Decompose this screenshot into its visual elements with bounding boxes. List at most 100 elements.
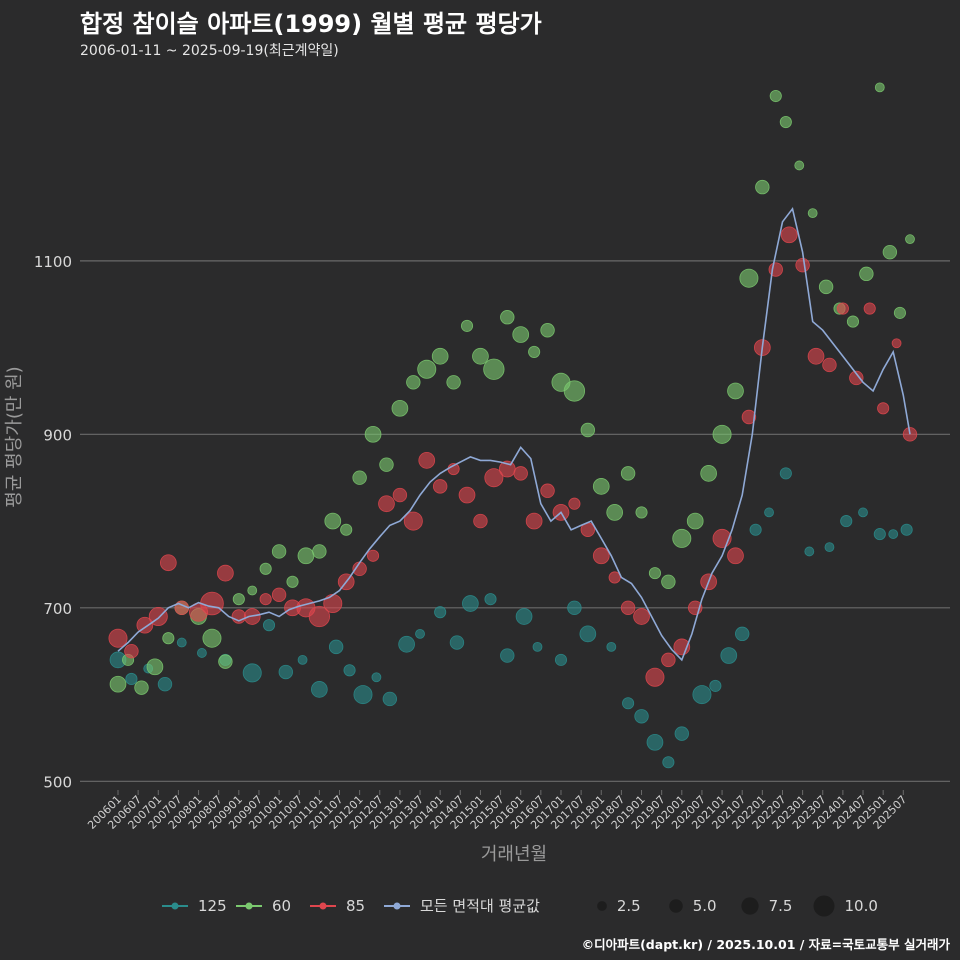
point-85-56 bbox=[863, 302, 876, 315]
point-125-37 bbox=[720, 647, 738, 664]
point-85-12 bbox=[271, 587, 287, 603]
legend-label-s125: 125 bbox=[198, 897, 227, 915]
point-125-33 bbox=[662, 756, 675, 769]
point-85-0 bbox=[108, 628, 128, 648]
point-85-51 bbox=[795, 257, 810, 273]
point-125-16 bbox=[382, 691, 398, 707]
chart-subtitle: 2006-01-11 ~ 2025-09-19(최근계약일) bbox=[80, 43, 339, 59]
point-85-52 bbox=[807, 347, 825, 365]
point-125-27 bbox=[567, 600, 582, 616]
point-85-39 bbox=[633, 608, 650, 625]
point-85-46 bbox=[727, 547, 744, 565]
point-85-30 bbox=[513, 466, 528, 481]
point-85-21 bbox=[392, 487, 408, 503]
point-125-28 bbox=[579, 625, 597, 643]
point-60-15 bbox=[312, 544, 327, 559]
legend-dot-s85 bbox=[319, 902, 327, 910]
point-85-40 bbox=[645, 667, 665, 687]
point-125-20 bbox=[449, 635, 465, 650]
point-60-41 bbox=[661, 574, 676, 590]
point-85-58 bbox=[891, 338, 902, 349]
point-125-23 bbox=[500, 648, 515, 663]
point-125-13 bbox=[343, 664, 356, 677]
point-60-14 bbox=[297, 547, 315, 565]
point-125-25 bbox=[532, 641, 543, 652]
point-125-1 bbox=[125, 672, 138, 686]
point-125-46 bbox=[873, 528, 886, 541]
point-60-23 bbox=[417, 359, 437, 379]
point-60-50 bbox=[779, 115, 792, 129]
point-125-12 bbox=[328, 639, 344, 655]
point-125-15 bbox=[371, 672, 382, 683]
point-60-51 bbox=[794, 160, 805, 171]
point-125-36 bbox=[709, 679, 722, 692]
point-85-37 bbox=[608, 571, 621, 584]
y-tick-label-500: 500 bbox=[43, 773, 72, 791]
point-85-4 bbox=[159, 554, 177, 572]
point-125-4 bbox=[176, 637, 187, 648]
point-60-11 bbox=[259, 562, 272, 575]
size-legend-dot-1 bbox=[669, 899, 683, 913]
point-60-17 bbox=[340, 523, 353, 536]
point-85-41 bbox=[661, 652, 676, 668]
point-60-55 bbox=[846, 315, 859, 328]
point-125-31 bbox=[634, 709, 649, 724]
point-85-47 bbox=[741, 409, 757, 425]
chart-title: 합정 참이슬 아파트(1999) 월별 평균 평당가 bbox=[80, 10, 542, 38]
point-125-24 bbox=[515, 608, 533, 625]
point-85-16 bbox=[323, 593, 343, 613]
size-legend-dot-2 bbox=[741, 897, 759, 915]
point-125-35 bbox=[692, 685, 712, 705]
point-60-53 bbox=[818, 279, 834, 295]
point-125-9 bbox=[278, 664, 293, 680]
size-legend-label-2: 7.5 bbox=[769, 897, 793, 915]
point-125-11 bbox=[311, 681, 328, 698]
x-axis-label: 거래년월 bbox=[481, 844, 547, 865]
point-60-2 bbox=[134, 680, 149, 695]
point-60-39 bbox=[635, 506, 648, 519]
point-125-5 bbox=[196, 648, 207, 658]
size-legend-label-3: 10.0 bbox=[845, 897, 878, 915]
point-125-8 bbox=[262, 619, 276, 632]
point-85-31 bbox=[525, 512, 543, 530]
y-tick-label-1100: 1100 bbox=[34, 253, 72, 271]
point-85-53 bbox=[822, 357, 837, 373]
point-85-32 bbox=[540, 483, 555, 498]
point-60-36 bbox=[592, 478, 610, 495]
size-legend-dot-0 bbox=[597, 901, 607, 911]
point-85-54 bbox=[836, 302, 849, 315]
point-85-24 bbox=[432, 479, 448, 494]
point-60-25 bbox=[446, 375, 461, 390]
point-60-47 bbox=[739, 268, 759, 288]
point-60-42 bbox=[672, 528, 692, 548]
point-125-47 bbox=[888, 529, 899, 539]
point-125-41 bbox=[779, 467, 792, 480]
point-60-4 bbox=[162, 632, 175, 645]
point-60-12 bbox=[271, 544, 287, 559]
point-125-3 bbox=[157, 676, 173, 692]
point-85-36 bbox=[592, 547, 610, 565]
point-125-40 bbox=[764, 507, 774, 518]
point-125-29 bbox=[606, 641, 617, 652]
point-125-39 bbox=[749, 523, 762, 536]
average-line bbox=[117, 206, 911, 662]
point-60-44 bbox=[700, 465, 717, 482]
size-legend-label-0: 2.5 bbox=[617, 897, 641, 915]
point-60-34 bbox=[563, 380, 586, 402]
point-60-21 bbox=[391, 399, 409, 417]
point-125-44 bbox=[840, 515, 853, 528]
point-125-19 bbox=[434, 606, 447, 619]
point-85-50 bbox=[780, 226, 798, 244]
size-legend-label-1: 5.0 bbox=[693, 897, 717, 915]
point-85-23 bbox=[418, 452, 436, 469]
point-125-7 bbox=[242, 663, 262, 683]
point-125-26 bbox=[554, 653, 568, 666]
point-85-20 bbox=[378, 495, 395, 513]
point-60-18 bbox=[352, 470, 367, 485]
point-60-58 bbox=[882, 244, 898, 260]
source-caption: ©디아파트(dapt.kr) / 2025.10.01 / 자료=국토교통부 실… bbox=[581, 937, 950, 952]
point-85-28 bbox=[484, 468, 504, 488]
point-60-49 bbox=[769, 89, 782, 103]
point-85-55 bbox=[849, 370, 864, 386]
